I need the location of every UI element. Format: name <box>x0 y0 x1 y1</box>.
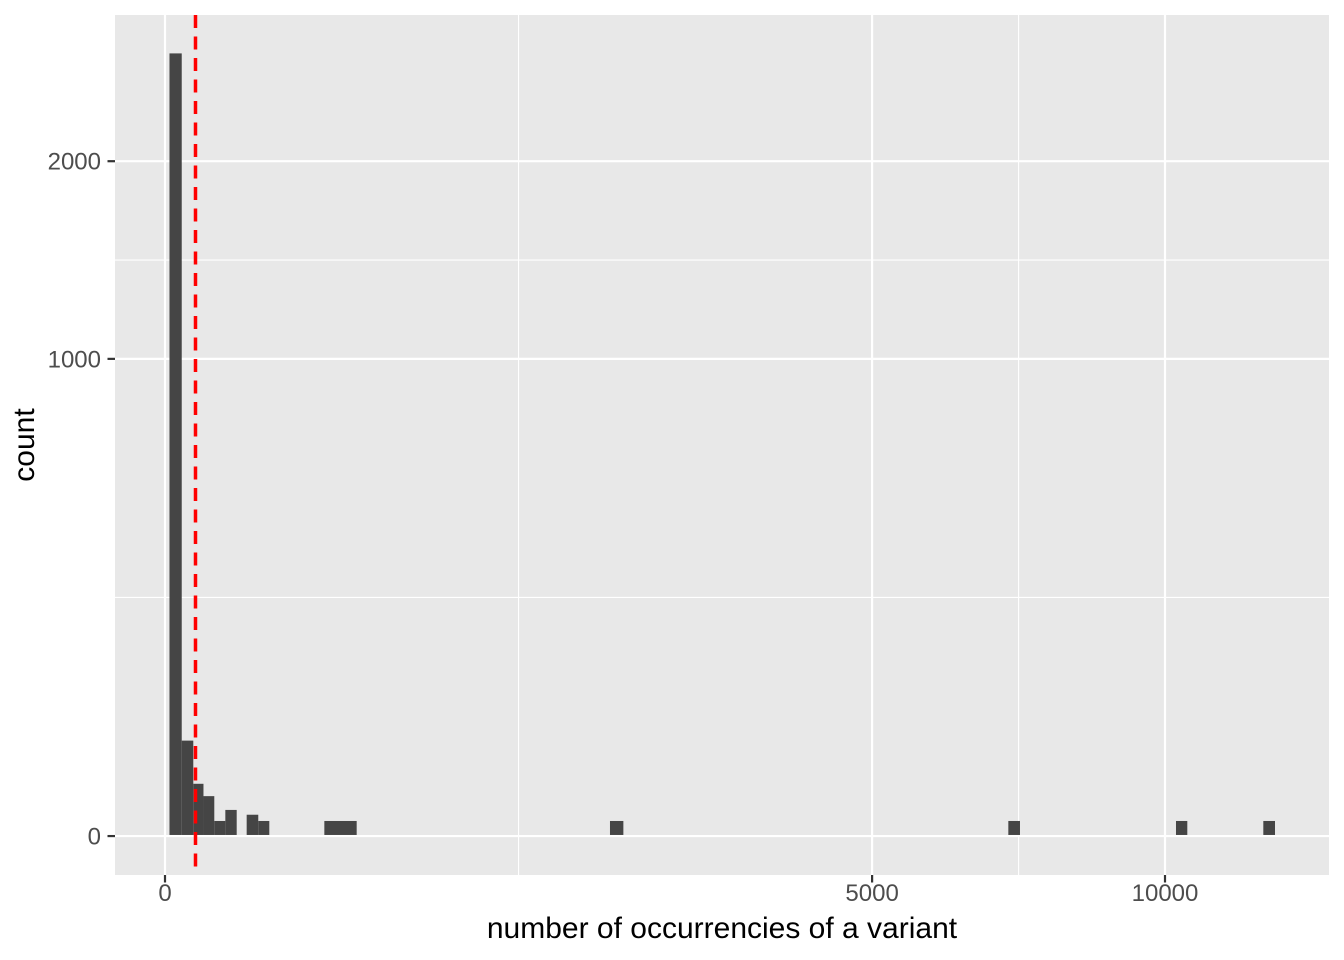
plot-panel: 0 5000 10000 0 1000 2000 <box>48 15 1329 907</box>
histogram-bar <box>1175 820 1188 835</box>
x-tick-label: 10000 <box>1132 880 1199 907</box>
histogram-bar <box>258 820 270 835</box>
y-tick-label: 1000 <box>48 346 101 373</box>
histogram-bar <box>324 820 357 835</box>
histogram-bar <box>1263 820 1275 835</box>
histogram-bar <box>1008 820 1020 835</box>
x-tick-label: 0 <box>158 880 171 907</box>
y-axis-title: count <box>8 408 41 482</box>
histogram-bar <box>203 796 215 835</box>
histogram-bar <box>181 740 194 835</box>
x-axis-title: number of occurrencies of a variant <box>487 912 958 945</box>
x-tick-label: 5000 <box>845 880 898 907</box>
y-tick-label: 0 <box>88 824 101 851</box>
histogram-bar <box>609 820 624 835</box>
histogram-bar <box>193 783 204 835</box>
y-tick-label: 2000 <box>48 149 101 176</box>
histogram-bar <box>214 820 226 835</box>
panel-background <box>115 15 1329 875</box>
histogram-bar <box>225 809 237 835</box>
histogram-bar <box>169 53 182 835</box>
histogram-bar <box>246 814 259 835</box>
